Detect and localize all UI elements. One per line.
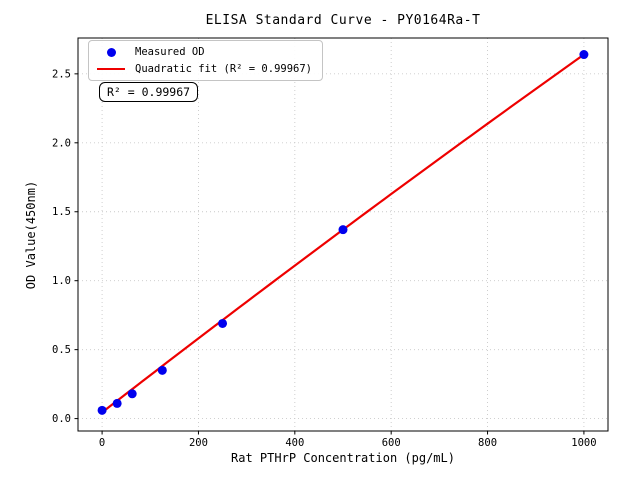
legend-label: Measured OD <box>135 46 205 58</box>
y-tick-label: 0.5 <box>52 344 71 356</box>
x-tick-label: 800 <box>478 437 497 449</box>
data-point <box>157 365 167 375</box>
measured-od-dot-icon <box>106 47 116 57</box>
y-tick-label: 1.5 <box>52 206 71 218</box>
y-axis-label: OD Value(450nm) <box>24 180 38 290</box>
y-tick-label: 2.5 <box>52 68 71 80</box>
plot-frame <box>77 37 609 432</box>
legend-swatch <box>97 47 125 57</box>
x-tick-label: 0 <box>99 437 105 449</box>
legend-label: Quadratic fit (R² = 0.99967) <box>135 63 313 75</box>
y-tick-label: 1.0 <box>52 275 71 287</box>
legend-swatch <box>97 67 125 71</box>
data-point <box>97 405 107 415</box>
data-point <box>579 50 589 60</box>
y-tick-label: 2.0 <box>52 137 71 149</box>
x-tick-label: 600 <box>382 437 401 449</box>
fit-line-swatch-icon <box>97 67 125 71</box>
data-point <box>127 389 137 399</box>
data-point <box>112 398 122 408</box>
chart-title: ELISA Standard Curve - PY0164Ra-T <box>205 13 481 28</box>
x-tick-label: 400 <box>285 437 304 449</box>
legend-entry-measured-od: Measured OD <box>97 45 312 59</box>
x-tick-label: 200 <box>189 437 208 449</box>
y-tick-label: 0.0 <box>52 413 71 425</box>
data-point <box>218 318 228 328</box>
r-squared-annotation: R² = 0.99967 <box>99 82 199 102</box>
legend: Measured OD Quadratic fit (R² = 0.99967) <box>88 40 324 81</box>
x-axis-label: Rat PTHrP Concentration (pg/mL) <box>231 451 455 465</box>
legend-entry-quadratic-fit: Quadratic fit (R² = 0.99967) <box>97 62 312 76</box>
data-point <box>338 225 348 235</box>
x-tick-label: 1000 <box>571 437 596 449</box>
